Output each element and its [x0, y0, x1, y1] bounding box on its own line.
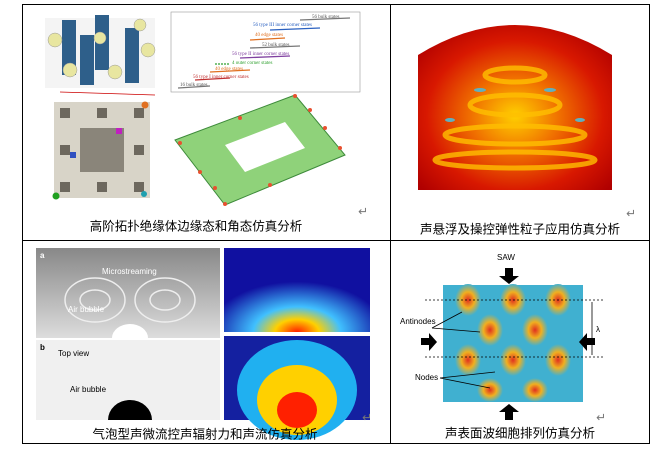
lattice-3d — [45, 15, 156, 96]
chart-label: 52 bulk states — [262, 43, 290, 48]
paragraph-mark: ↵ — [362, 411, 372, 425]
chart-label: 56 type III inner corner states — [253, 23, 312, 28]
image-label: Air bubble — [70, 385, 107, 394]
caption: 气泡型声微流控声辐射力和声流仿真分析 — [92, 427, 317, 442]
image-label: SAW — [497, 253, 515, 262]
chart-label: 56 type I inner corner states — [193, 75, 249, 80]
paragraph-mark: ↵ — [358, 205, 368, 219]
image-label: Antinodes — [400, 317, 436, 326]
image-label: λ — [596, 325, 600, 334]
chart-label: 40 edge states — [215, 67, 243, 72]
caption: 声表面波细胞排列仿真分析 — [445, 426, 595, 441]
image-label: Top view — [58, 349, 89, 358]
image-label: Air bubble — [68, 305, 105, 314]
cell-topology: 56 bulk states 56 type III inner corner … — [45, 11, 368, 234]
paragraph-mark: ↵ — [626, 207, 636, 221]
cylinder-array — [174, 94, 346, 206]
cell-saw: SAW Antinodes Nodes λ 声表面波细胞排列仿真分析 ↵ — [400, 253, 606, 440]
panel-label: b — [40, 343, 45, 352]
chart-label: 56 type II inner corner states — [232, 52, 289, 57]
cell-levitation: 声悬浮及操控弹性粒子应用仿真分析 ↵ — [418, 25, 636, 237]
caption: 高阶拓扑绝缘体边缘态和角态仿真分析 — [90, 219, 303, 234]
field-image — [224, 248, 370, 332]
chart-label: 16 bulk states — [180, 83, 208, 88]
image-label: Microstreaming — [102, 267, 157, 276]
field-image — [418, 25, 612, 190]
table-borders — [22, 4, 650, 444]
cell-bubble: a Microstreaming Air bubble b Top view A… — [36, 248, 372, 442]
paragraph-mark: ↵ — [596, 411, 606, 425]
chart-label: 40 edge states — [255, 33, 283, 38]
caption: 声悬浮及操控弹性粒子应用仿真分析 — [420, 222, 620, 237]
image-label: Nodes — [415, 373, 438, 382]
chart-label: 56 bulk states — [312, 15, 340, 20]
panel-label: a — [40, 251, 45, 260]
fractal-lattice — [52, 101, 150, 200]
chart-label: 4 outer corner states — [232, 61, 272, 66]
state-chart: 56 bulk states 56 type III inner corner … — [170, 11, 361, 93]
